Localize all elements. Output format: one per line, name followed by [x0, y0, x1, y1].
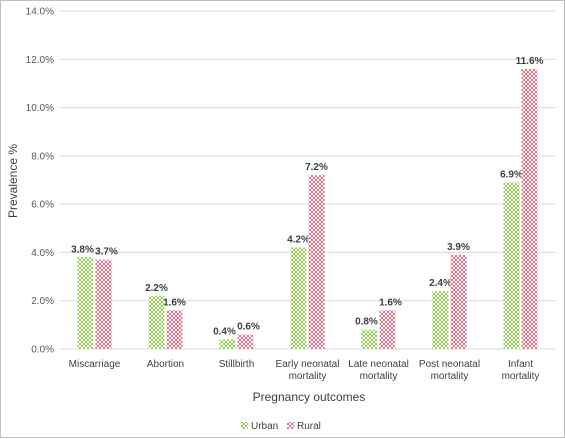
data-label: 6.9%	[500, 169, 523, 180]
legend-swatch-rural	[287, 422, 294, 429]
x-tick-label: mortality	[502, 371, 540, 382]
data-label: 7.2%	[305, 162, 328, 173]
y-axis-title: Prevalence %	[6, 144, 20, 218]
bar-urban	[361, 329, 378, 349]
bar-urban	[290, 247, 307, 349]
bar-urban	[432, 291, 449, 349]
bars: 3.8% 3.7%2.2%1.6%0.4% 0.6%4.2%7.2%0.8%1.6%…	[71, 56, 544, 349]
x-tick-label: Miscarriage	[69, 359, 121, 370]
data-label: 0.4%	[213, 326, 236, 337]
y-tick-label: 14.0%	[26, 7, 54, 18]
data-label: 3.8%	[71, 244, 94, 255]
x-axis-title: Pregnancy outcomes	[253, 390, 366, 404]
x-tick-label: mortality	[431, 371, 469, 382]
x-tick-label: Abortion	[147, 359, 184, 370]
legend-swatch-urban	[241, 422, 248, 429]
x-tick-label: Late neonatal	[348, 359, 409, 370]
legend-label-urban: Urban	[251, 421, 278, 432]
bar-rural	[95, 259, 112, 349]
bar-rural	[237, 334, 254, 349]
x-tick-label: mortality	[289, 371, 327, 382]
y-tick-label: 6.0%	[31, 200, 54, 211]
data-label: 3.7%	[95, 247, 118, 258]
data-label: 1.6%	[379, 297, 402, 308]
x-tick-label: Early neonatal	[276, 359, 340, 370]
bar-rural	[521, 68, 538, 349]
x-tick-label: Infant	[508, 359, 533, 370]
bar-rural	[308, 175, 325, 349]
y-tick-label: 12.0%	[26, 55, 54, 66]
x-tick-label: Stillbirth	[219, 359, 255, 370]
bar-rural	[450, 254, 467, 349]
bar-urban	[148, 295, 165, 349]
bar-rural	[166, 310, 183, 349]
y-axis-ticks: 0.0% 2.0% 4.0% 6.0% 8.0% 10.0% 12.0% 14.0%	[26, 7, 54, 356]
gridlines	[59, 10, 556, 350]
data-label: 11.6%	[516, 56, 544, 67]
data-label: 3.9%	[447, 242, 470, 253]
data-label: 4.2%	[287, 235, 310, 246]
data-label: 1.6%	[163, 297, 186, 308]
data-label: 2.4%	[429, 278, 452, 289]
legend-label-rural: Rural	[297, 421, 321, 432]
y-tick-label: 4.0%	[31, 248, 54, 259]
y-tick-label: 10.0%	[26, 103, 54, 114]
bar-urban	[503, 182, 520, 349]
legend: Urban Rural	[241, 421, 321, 432]
bar-urban	[219, 339, 236, 349]
y-tick-label: 0.0%	[31, 345, 54, 356]
data-label: 0.8%	[355, 317, 378, 328]
bar-rural	[379, 310, 396, 349]
bar-urban	[77, 257, 94, 349]
data-label: 2.2%	[145, 283, 168, 294]
x-axis-ticks: Miscarriage Abortion Stillbirth Early neona…	[69, 359, 540, 382]
y-tick-label: 2.0%	[31, 296, 54, 307]
x-tick-label: Post neonatal	[419, 359, 480, 370]
y-tick-label: 8.0%	[31, 151, 54, 162]
x-tick-label: mortality	[360, 371, 398, 382]
data-label: 0.6%	[237, 322, 260, 333]
